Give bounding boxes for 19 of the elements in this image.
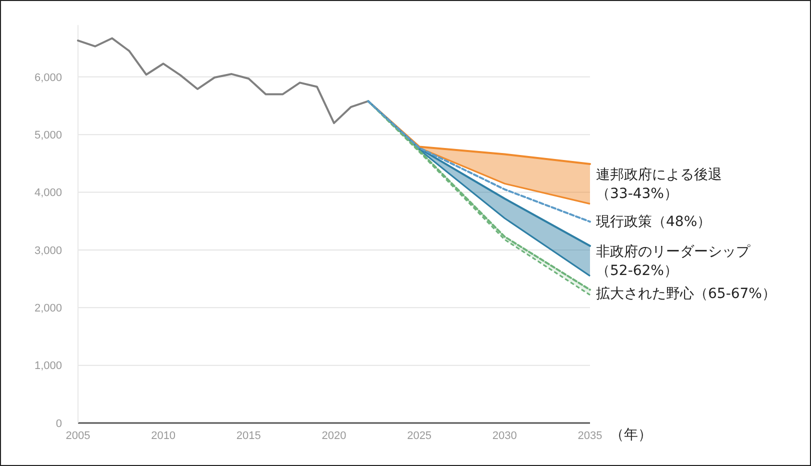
x-tick-label: 2020 <box>322 430 346 442</box>
series-label: 連邦政府による後退（33-43%） <box>596 166 722 202</box>
x-tick-label: 2015 <box>236 430 261 442</box>
x-tick-label: 2025 <box>407 430 432 442</box>
x-axis-title: （年） <box>610 427 652 443</box>
y-tick-label: 4,000 <box>34 187 62 200</box>
series-label: 拡大された野心（65-67%） <box>596 286 776 302</box>
x-tick-label: 2005 <box>66 430 90 442</box>
y-tick-label: 6,000 <box>34 72 62 84</box>
series-label: 非政府のリーダーシップ（52-62%） <box>596 244 751 279</box>
y-tick-label: 2,000 <box>34 302 62 314</box>
y-tick-label: 3,000 <box>34 244 62 257</box>
x-tick-label: 2030 <box>492 430 517 442</box>
y-tick-label: 5,000 <box>34 129 62 142</box>
y-tick-label: 0 <box>56 418 62 430</box>
series-label: 現行政策（48%） <box>596 214 712 230</box>
x-tick-label: 2035 <box>578 430 602 442</box>
x-tick-label: 2010 <box>151 430 176 442</box>
y-tick-label: 1,000 <box>34 360 62 372</box>
